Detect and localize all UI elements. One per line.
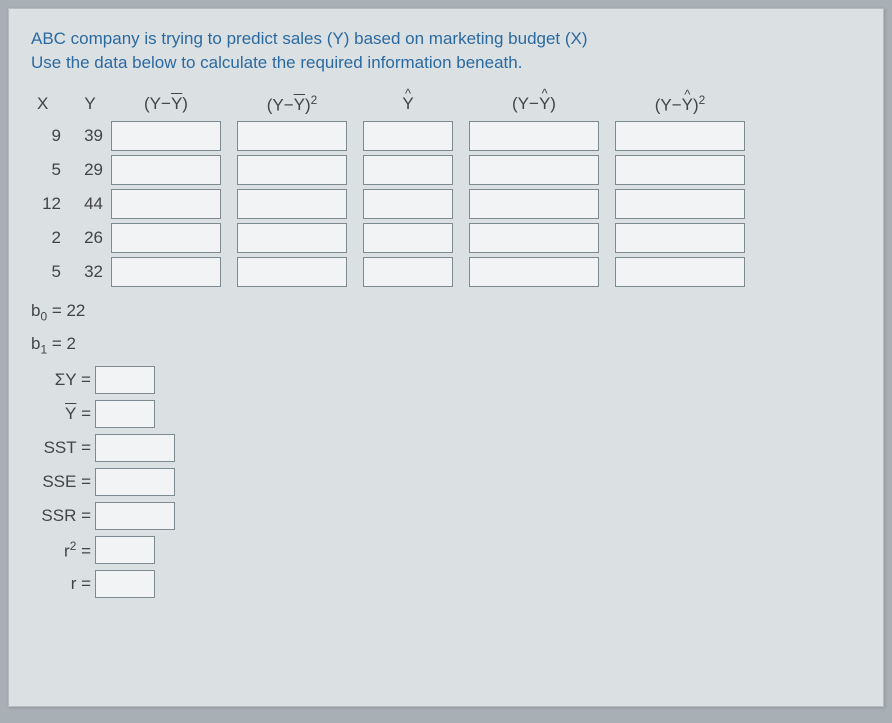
cell-x: 5	[31, 262, 69, 282]
data-table: X Y (Y−Y) (Y−Y)2 Y (Y−Y) (Y−Y)2 9 39 5 2…	[31, 93, 861, 288]
col-header-y: Y	[69, 94, 111, 116]
label-r: r =	[31, 574, 95, 594]
input-r[interactable]	[95, 570, 155, 598]
input-y-minus-yhat[interactable]	[469, 257, 599, 287]
input-y-minus-ybar-sq[interactable]	[237, 189, 347, 219]
summary-row-sst: SST =	[31, 434, 861, 462]
label-sum-y: ΣY =	[31, 370, 95, 390]
prompt-text: ABC company is trying to predict sales (…	[31, 27, 861, 75]
prompt-line-1: ABC company is trying to predict sales (…	[31, 27, 861, 51]
col-header-y-minus-yhat: (Y−Y)	[469, 94, 599, 116]
input-y-minus-ybar-sq[interactable]	[237, 121, 347, 151]
label-ssr: SSR =	[31, 506, 95, 526]
cell-x: 9	[31, 126, 69, 146]
cell-x: 2	[31, 228, 69, 248]
coefficients-block: b0 = 22 b1 = 2	[31, 301, 861, 356]
input-y-minus-yhat[interactable]	[469, 121, 599, 151]
cell-y: 29	[69, 160, 111, 180]
summary-row-ssr: SSR =	[31, 502, 861, 530]
input-y-minus-yhat-sq[interactable]	[615, 223, 745, 253]
cell-y: 44	[69, 194, 111, 214]
label-ybar: Y =	[31, 404, 95, 424]
input-yhat[interactable]	[363, 155, 453, 185]
input-sum-y[interactable]	[95, 366, 155, 394]
summary-row-sse: SSE =	[31, 468, 861, 496]
summary-block: ΣY = Y = SST = SSE = SSR = r2 = r =	[31, 366, 861, 598]
input-y-minus-yhat-sq[interactable]	[615, 155, 745, 185]
input-y-minus-yhat-sq[interactable]	[615, 189, 745, 219]
cell-y: 32	[69, 262, 111, 282]
input-y-minus-yhat-sq[interactable]	[615, 121, 745, 151]
summary-row-r2: r2 =	[31, 536, 861, 564]
input-y-minus-yhat-sq[interactable]	[615, 257, 745, 287]
input-r2[interactable]	[95, 536, 155, 564]
input-y-minus-ybar[interactable]	[111, 155, 221, 185]
input-sse[interactable]	[95, 468, 175, 496]
col-header-y-minus-ybar-sq: (Y−Y)2	[237, 93, 347, 118]
cell-y: 26	[69, 228, 111, 248]
input-y-minus-ybar[interactable]	[111, 257, 221, 287]
input-y-minus-ybar[interactable]	[111, 223, 221, 253]
input-y-minus-yhat[interactable]	[469, 189, 599, 219]
input-y-minus-yhat[interactable]	[469, 223, 599, 253]
summary-row-r: r =	[31, 570, 861, 598]
col-header-y-minus-yhat-sq: (Y−Y)2	[615, 93, 745, 118]
input-sst[interactable]	[95, 434, 175, 462]
cell-x: 12	[31, 194, 69, 214]
input-yhat[interactable]	[363, 257, 453, 287]
col-header-yhat: Y	[363, 94, 453, 116]
label-sst: SST =	[31, 438, 95, 458]
exercise-page: ABC company is trying to predict sales (…	[8, 8, 884, 707]
prompt-line-2: Use the data below to calculate the requ…	[31, 51, 861, 75]
summary-row-sum-y: ΣY =	[31, 366, 861, 394]
input-ssr[interactable]	[95, 502, 175, 530]
col-header-x: X	[31, 94, 69, 116]
label-sse: SSE =	[31, 472, 95, 492]
label-r2: r2 =	[31, 539, 95, 562]
input-y-minus-ybar-sq[interactable]	[237, 155, 347, 185]
input-y-minus-ybar[interactable]	[111, 121, 221, 151]
input-y-minus-ybar-sq[interactable]	[237, 223, 347, 253]
input-ybar[interactable]	[95, 400, 155, 428]
b1-label: b1 = 2	[31, 334, 861, 356]
cell-x: 5	[31, 160, 69, 180]
summary-row-ybar: Y =	[31, 400, 861, 428]
input-y-minus-ybar-sq[interactable]	[237, 257, 347, 287]
input-yhat[interactable]	[363, 189, 453, 219]
input-y-minus-yhat[interactable]	[469, 155, 599, 185]
cell-y: 39	[69, 126, 111, 146]
input-yhat[interactable]	[363, 223, 453, 253]
input-yhat[interactable]	[363, 121, 453, 151]
col-header-y-minus-ybar: (Y−Y)	[111, 94, 221, 116]
input-y-minus-ybar[interactable]	[111, 189, 221, 219]
b0-label: b0 = 22	[31, 301, 861, 323]
